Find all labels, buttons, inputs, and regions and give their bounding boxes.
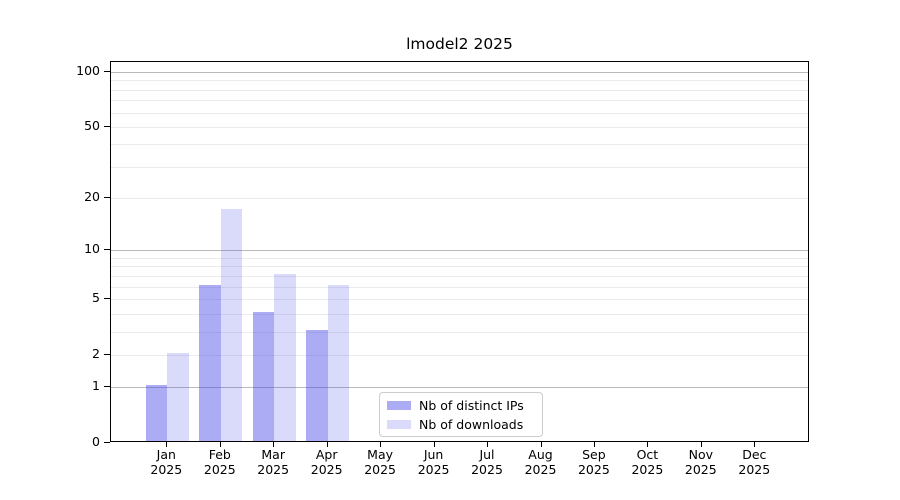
legend-label-distinct-ips: Nb of distinct IPs — [419, 397, 524, 413]
y-tick-label: 0 — [92, 434, 100, 449]
x-tick-label-sep: Sep 2025 — [577, 447, 610, 477]
minor-gridline — [111, 166, 808, 168]
bar-mar-distinct-ips — [252, 311, 275, 441]
x-tick-label-apr: Apr 2025 — [310, 447, 343, 477]
minor-gridline — [111, 266, 808, 268]
minor-gridline — [111, 144, 808, 146]
x-tick-mark — [487, 442, 488, 447]
x-tick-mark — [540, 442, 542, 447]
plot-area: Nb of distinct IPs Nb of downloads — [110, 61, 809, 442]
x-tick-label-jan: Jan 2025 — [150, 447, 183, 477]
y-tick-mark — [104, 249, 110, 251]
x-tick-mark — [326, 442, 328, 447]
y-tick-mark — [104, 386, 110, 388]
minor-gridline — [111, 89, 808, 91]
x-tick-mark — [433, 442, 435, 447]
minor-gridline — [111, 198, 808, 200]
x-tick-label-may: May 2025 — [364, 447, 396, 477]
legend-swatch-downloads-icon — [387, 419, 411, 429]
minor-gridline — [111, 354, 808, 356]
y-tick-mark — [104, 70, 110, 72]
minor-gridline — [111, 257, 808, 259]
major-gridline — [111, 71, 808, 73]
y-tick-mark — [104, 297, 110, 299]
y-tick-label: 20 — [84, 189, 100, 205]
minor-gridline — [111, 313, 808, 315]
x-tick-mark — [219, 442, 221, 447]
x-tick-label-nov: Nov 2025 — [684, 447, 717, 477]
x-tick-label-mar: Mar 2025 — [257, 447, 290, 477]
minor-gridline — [111, 80, 808, 82]
minor-gridline — [111, 126, 808, 128]
x-tick-mark — [754, 442, 756, 447]
x-tick-label-jun: Jun 2025 — [417, 447, 450, 477]
y-tick-label: 2 — [92, 345, 100, 361]
y-tick-mark — [104, 353, 110, 355]
y-tick-mark — [104, 125, 110, 127]
x-tick-label-aug: Aug 2025 — [524, 447, 557, 477]
x-tick-mark — [380, 442, 382, 447]
bar-jan-downloads — [167, 352, 189, 441]
x-tick-mark — [273, 442, 275, 447]
y-tick-label: 5 — [92, 289, 100, 305]
bar-jan-distinct-ips — [145, 385, 168, 441]
minor-gridline — [111, 112, 808, 114]
legend-swatch-distinct-ips-icon — [387, 400, 411, 410]
y-tick-label: 50 — [84, 117, 100, 133]
legend: Nb of distinct IPs Nb of downloads — [379, 392, 543, 437]
y-tick-mark — [104, 197, 110, 199]
chart-title: lmodel2 2025 — [406, 35, 513, 53]
y-tick-label: 100 — [76, 62, 100, 78]
x-tick-mark — [593, 442, 595, 447]
y-tick-label: 1 — [92, 378, 100, 394]
legend-item-distinct-ips: Nb of distinct IPs — [387, 397, 535, 413]
x-tick-mark — [700, 442, 702, 447]
x-tick-mark — [166, 442, 168, 447]
minor-gridline — [111, 286, 808, 288]
y-tick-mark — [104, 442, 110, 443]
x-tick-mark — [647, 442, 649, 447]
bar-mar-downloads — [274, 273, 296, 441]
major-gridline — [111, 387, 808, 389]
x-tick-label-dec: Dec 2025 — [738, 447, 771, 477]
x-tick-label-feb: Feb 2025 — [203, 447, 236, 477]
x-tick-label-oct: Oct 2025 — [631, 447, 664, 477]
x-tick-label-jul: Jul 2025 — [471, 447, 503, 477]
legend-item-downloads: Nb of downloads — [387, 416, 535, 432]
minor-gridline — [111, 275, 808, 277]
bar-apr-downloads — [327, 284, 350, 441]
bar-apr-distinct-ips — [306, 329, 328, 441]
major-gridline — [111, 250, 808, 252]
bar-feb-downloads — [220, 208, 243, 441]
bar-feb-distinct-ips — [199, 284, 221, 441]
minor-gridline — [111, 100, 808, 102]
y-tick-label: 10 — [84, 241, 100, 257]
legend-label-downloads: Nb of downloads — [419, 416, 524, 432]
minor-gridline — [111, 298, 808, 300]
minor-gridline — [111, 331, 808, 333]
